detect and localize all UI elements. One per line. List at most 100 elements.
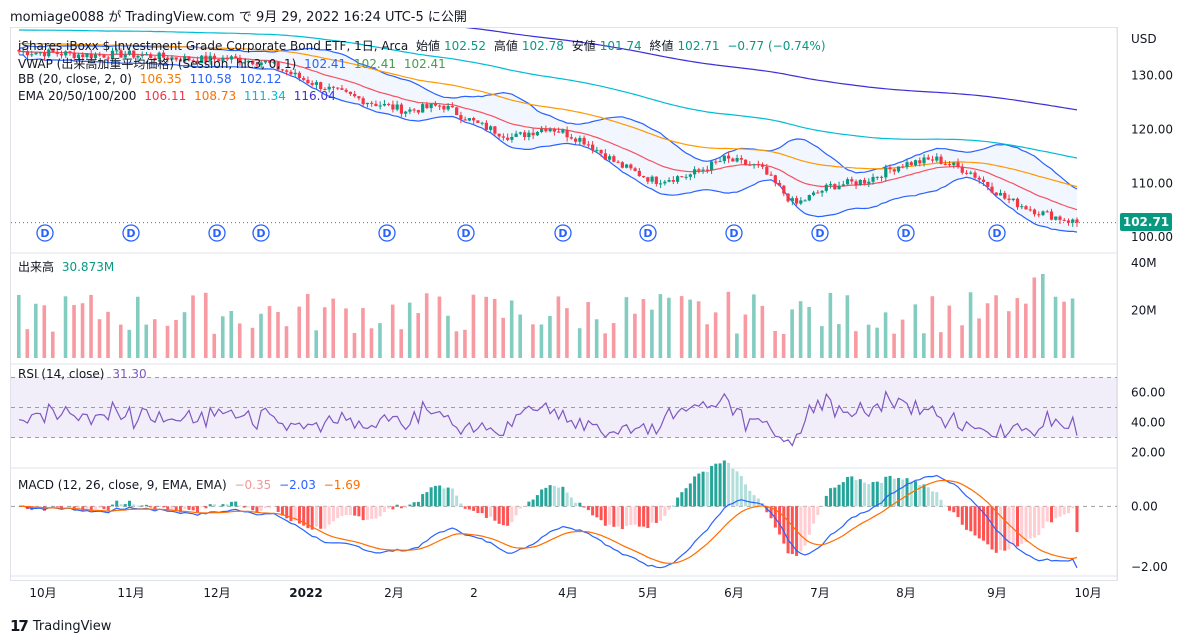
macd-histogram-bar [357,506,361,517]
candle-body [1028,209,1032,211]
volume-bar [331,298,336,358]
macd-histogram-bar [480,506,484,514]
volume-bar [509,300,514,358]
macd-histogram-bar [646,506,650,529]
volume-bar [883,312,888,358]
macd-histogram-bar [960,506,964,525]
footer[interactable]: 17 TradingView [10,617,111,635]
candle-body [467,118,471,121]
candle-body [353,93,357,97]
candle-body [709,161,714,171]
macd-legend[interactable]: MACD (12, 26, close, 9, EMA, EMA) −0.35 … [18,478,365,492]
volume-bar [229,310,234,358]
volume-bar [1007,311,1011,358]
macd-histogram-bar [727,462,731,507]
candle-body [901,166,905,168]
macd-histogram-bar [829,488,833,507]
candle-body [777,182,782,186]
bb-legend[interactable]: BB (20, close, 2, 0) 106.35 110.58 102.1… [18,72,285,86]
volume-bar [344,308,348,358]
volume-bar [454,331,459,358]
candle-body [259,62,263,66]
volume-bar [484,296,488,358]
dividend-marker-label: D [256,227,265,240]
volume-legend[interactable]: 出来高 30.873M [18,258,118,275]
macd-histogram-bar [302,506,306,526]
candle-body [871,176,875,182]
volume-bar [33,303,38,358]
macd-histogram-bar [229,501,233,507]
price-tick-label: 100.00 [1131,230,1173,244]
volume-bar [939,332,943,358]
ema20-value: 106.11 [144,89,187,103]
candle-body [30,54,34,56]
ema-legend[interactable]: EMA 20/50/100/200 106.11 108.73 111.34 1… [18,89,340,103]
volume-bar [658,294,663,358]
candle-body [365,102,370,105]
price-tick-label: 110.00 [1131,176,1173,190]
volume-bar [424,293,429,358]
macd-histogram-bar [455,495,459,507]
macd-histogram-bar [132,504,136,507]
volume-bar [492,298,497,358]
macd-histogram-bar [680,492,684,507]
macd-histogram-bar [531,499,535,507]
macd-histogram-bar [1062,506,1066,515]
bb-basis-value: 106.35 [139,72,182,86]
ema200-line [465,28,1078,111]
macd-histogram-bar [569,497,573,507]
volume-bar [820,326,824,358]
volume-tick-label: 40M [1131,256,1157,270]
macd-histogram-bar [1058,506,1062,517]
chart-frame[interactable]: 130.00 120.00 110.00 100.00 USD D D D D D D D D D D D D 4… [10,27,1173,600]
rsi-legend[interactable]: RSI (14, close) 31.30 [18,367,151,381]
macd-histogram-bar [735,471,739,507]
dividend-marker-label: D [461,227,470,240]
macd-histogram-bar [191,506,195,511]
candle-body [395,104,399,110]
candle-body [319,82,323,90]
dividend-marker-label: D [729,227,738,240]
ema100-value: 111.34 [243,89,286,103]
volume-bar [875,327,879,358]
volume-bar [42,305,47,358]
candle-body [939,156,943,164]
dividend-marker [122,224,140,242]
macd-histogram-bar [115,500,119,507]
macd-histogram-bar [816,506,820,515]
vwap-legend[interactable]: VWAP (出来高加重平均価格) (Session, hlc3, 0, 1) 1… [18,55,450,72]
volume-bar [191,295,195,358]
vwap-value-2: 102.41 [354,57,396,71]
volume-bar [913,304,918,358]
macd-histogram-bar [807,506,811,535]
macd-histogram-bar [527,501,531,507]
candle-body [595,149,599,151]
time-axis-label: 5月 [638,586,658,600]
candle-body [387,103,391,105]
open-label: 始値 [416,39,441,53]
time-axis-label: 7月 [810,586,830,600]
macd-histogram-bar [374,506,378,519]
volume-bar [471,294,476,358]
candle-body [501,136,505,138]
rsi-label: RSI (14, close) [18,367,105,381]
dividend-marker [811,224,829,242]
candle-body [1032,209,1037,215]
rsi-line [18,389,1078,447]
volume-bar [900,319,905,358]
volume-bar [633,313,637,358]
candle-body [1045,211,1049,213]
candle-body [765,166,769,175]
macd-histogram-bar [867,484,871,507]
candle-body [170,57,174,60]
macd-histogram-bar [416,501,420,507]
chart-canvas[interactable]: 130.00 120.00 110.00 100.00 USD D D D D D D D D D D D D 4… [11,28,1200,628]
candle-body [701,169,705,171]
candle-body [64,51,68,56]
macd-histogram-bar [476,506,480,513]
candle-body [994,192,998,196]
last-price-tag: 102.71 [1120,213,1172,231]
candle-body [752,164,756,166]
candle-body [714,161,718,163]
candle-body [811,192,816,196]
